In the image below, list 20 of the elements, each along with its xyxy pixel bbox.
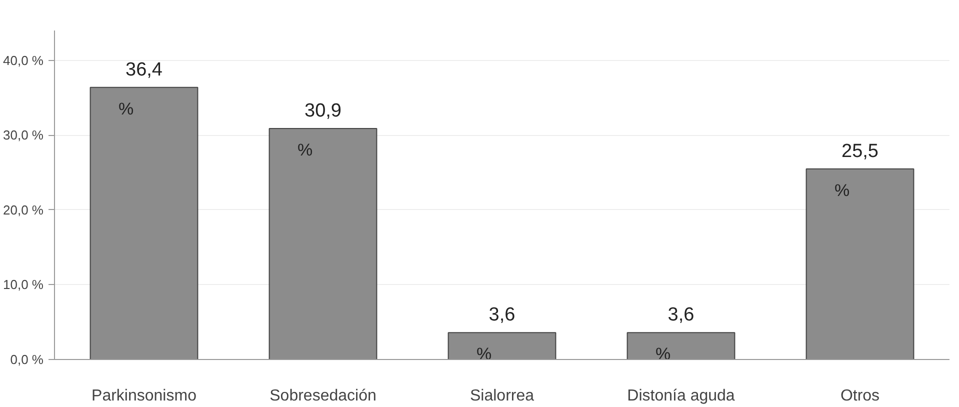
bar xyxy=(448,332,556,360)
text: 3,6 % xyxy=(476,304,516,364)
y-tick-label: 40,0 % xyxy=(3,52,44,68)
bar xyxy=(268,128,378,360)
bar xyxy=(806,168,914,360)
x-tick-label: Distonía aguda xyxy=(627,388,735,404)
y-tick-label: 30,0 % xyxy=(3,128,44,143)
text: 25,5 % xyxy=(834,140,878,200)
y-tick-label: 10,0 % xyxy=(3,277,44,292)
text: 30,9 % xyxy=(298,100,342,160)
text: 3,6 % xyxy=(656,304,694,364)
y-tick-label: 0,0 % xyxy=(10,352,44,367)
text: 36,4 % xyxy=(118,59,162,118)
x-tick-label: Otros xyxy=(840,388,880,404)
x-tick-label: Parkinsonismo xyxy=(92,388,197,404)
x-tick-label: Sialorrea xyxy=(470,388,534,404)
y-tick-label: 20,0 % xyxy=(3,202,44,218)
x-tick-label: Sobresedación xyxy=(270,388,376,404)
bar xyxy=(626,332,736,360)
bar xyxy=(90,86,198,360)
